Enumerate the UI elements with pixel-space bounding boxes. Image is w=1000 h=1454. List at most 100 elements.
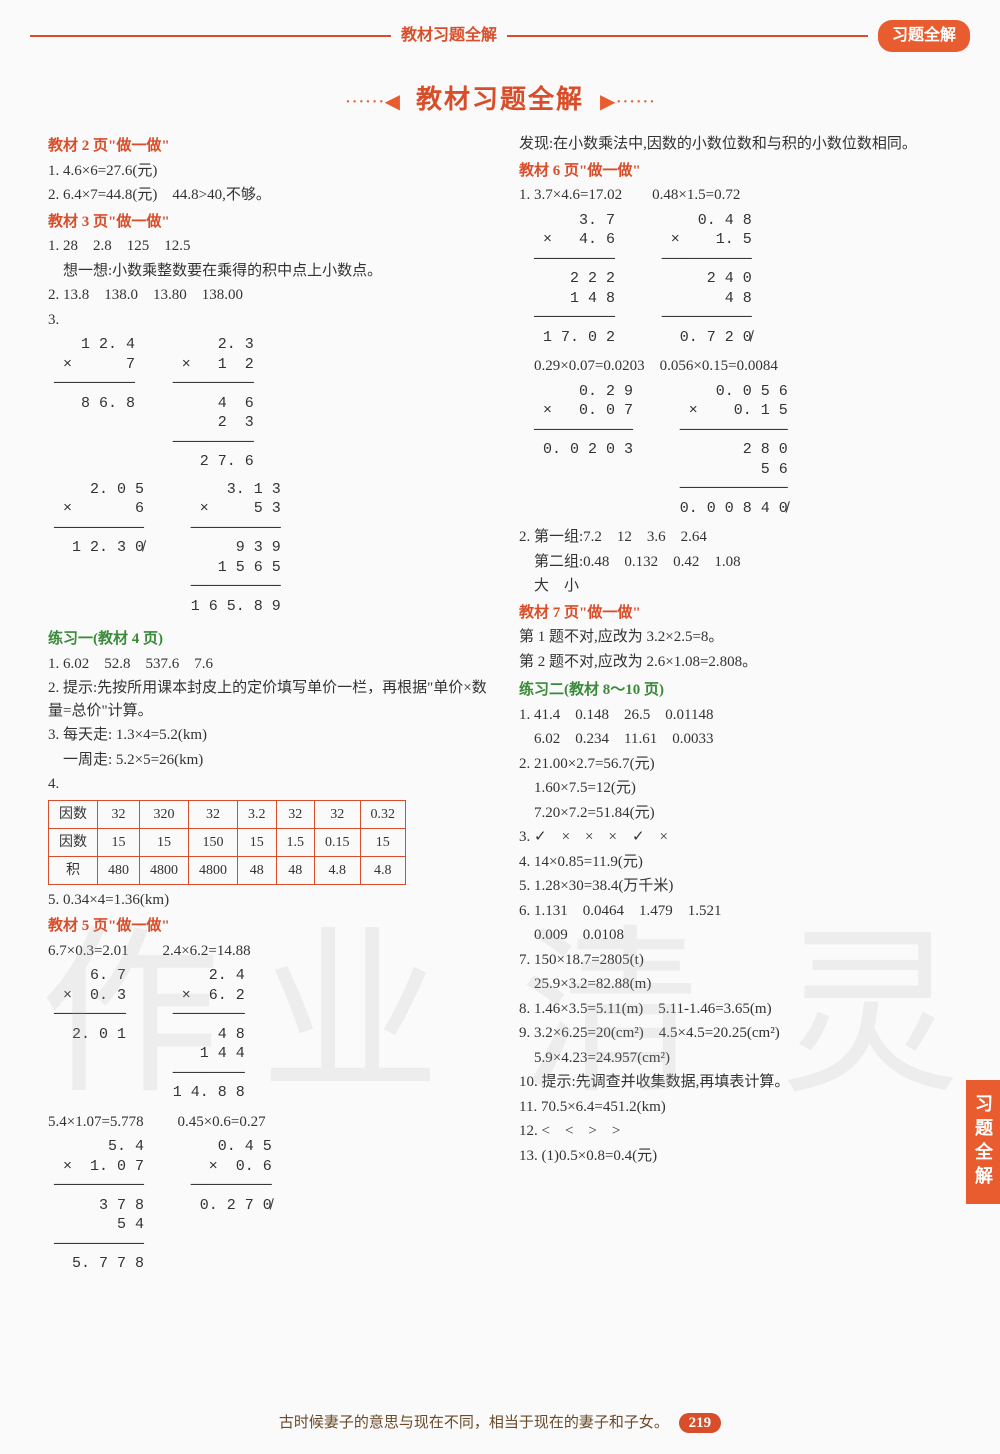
calc-row: 0. 2 9 × 0. 0 7 ─────────── 0. 0 2 0 3 0… <box>519 380 962 525</box>
text-line: 0.29×0.07=0.0203 0.056×0.15=0.0084 <box>519 355 962 378</box>
sec-head: 教材 2 页"做一做" <box>48 135 491 158</box>
sec-head: 教材 5 页"做一做" <box>48 915 491 938</box>
text-line: 1. 6.02 52.8 537.6 7.6 <box>48 653 491 676</box>
table-cell: 15 <box>98 828 140 856</box>
header-rule-left <box>30 35 391 37</box>
table-cell: 0.32 <box>360 800 406 828</box>
vertical-calc: 0. 0 5 6 × 0. 1 5 ──────────── 2 8 0 5 6… <box>671 382 788 519</box>
table-head: 因数 <box>49 828 98 856</box>
table-cell: 4.8 <box>315 856 361 884</box>
title-arrow-left: ······◀ <box>345 91 400 113</box>
sec-head: 教材 7 页"做一做" <box>519 602 962 625</box>
table-cell: 3.2 <box>238 800 277 828</box>
eq: 6.7×0.3=2.01 <box>48 943 129 959</box>
table-cell: 0.15 <box>315 828 361 856</box>
text-line: 想一想:小数乘整数要在乘得的积中点上小数点。 <box>48 260 491 283</box>
sec-head: 教材 3 页"做一做" <box>48 211 491 234</box>
text-line: 12. < < > > <box>519 1120 962 1143</box>
table-cell: 32 <box>315 800 361 828</box>
table-cell: 32 <box>189 800 238 828</box>
page-number: 219 <box>679 1413 722 1433</box>
page-footer: 古时候妻子的意思与现在不同，相当于现在的妻子和子女。 219 <box>0 1412 1000 1435</box>
text-line: 25.9×3.2=82.88(m) <box>519 973 962 996</box>
text-line: 1. 28 2.8 125 12.5 <box>48 235 491 258</box>
table-cell: 48 <box>276 856 315 884</box>
text-line: 发现:在小数乘法中,因数的小数位数和与积的小数位数相同。 <box>519 133 962 156</box>
sec-head-green: 练习一(教材 4 页) <box>48 628 491 651</box>
vertical-calc: 2. 3 × 1 2 ───────── 4 6 2 3 ───────── 2… <box>173 335 254 472</box>
table-cell: 15 <box>238 828 277 856</box>
footer-text: 古时候妻子的意思与现在不同，相当于现在的妻子和子女。 <box>279 1415 669 1431</box>
table-row: 因数 15 15 150 15 1.5 0.15 15 <box>49 828 406 856</box>
text-line: 第二组:0.48 0.132 0.42 1.08 <box>519 551 962 574</box>
vertical-calc: 2. 0 5 × 6 ────────── 1 2. 3 0̸ <box>54 480 144 558</box>
text-line: 2. 6.4×7=44.8(元) 44.8>40,不够。 <box>48 184 491 207</box>
header-rule-right <box>507 35 868 37</box>
text-line: 5. 0.34×4=1.36(km) <box>48 889 491 912</box>
sec-head: 教材 6 页"做一做" <box>519 160 962 183</box>
vertical-calc: 3. 1 3 × 5 3 ────────── 9 3 9 1 5 6 5 ──… <box>182 480 281 617</box>
text-line: 4. <box>48 773 491 796</box>
vertical-calc: 0. 4 5 × 0. 6 ───────── 0. 2 7 0̸ <box>182 1137 272 1215</box>
right-column: 发现:在小数乘法中,因数的小数位数和与积的小数位数相同。 教材 6 页"做一做"… <box>519 131 962 1280</box>
text-line: 4. 14×0.85=11.9(元) <box>519 851 962 874</box>
text-line: 1. 41.4 0.148 26.5 0.01148 <box>519 704 962 727</box>
table-cell: 32 <box>276 800 315 828</box>
calc-row: 5. 4 × 1. 0 7 ────────── 3 7 8 5 4 ─────… <box>48 1135 491 1280</box>
side-tab: 习题全解 <box>966 1080 1000 1204</box>
calc-row: 3. 7 × 4. 6 ───────── 2 2 2 1 4 8 ──────… <box>519 209 962 354</box>
text-line: 大 小 <box>519 575 962 598</box>
text-line: 3. ✓ × × × ✓ × <box>519 826 962 849</box>
text-line: 7.20×7.2=51.84(元) <box>519 802 962 825</box>
text-line: 5.9×4.23=24.957(cm²) <box>519 1047 962 1070</box>
text-line: 8. 1.46×3.5=5.11(m) 5.11-1.46=3.65(m) <box>519 998 962 1021</box>
sec-head-green: 练习二(教材 8～10 页) <box>519 679 962 702</box>
table-cell: 48 <box>238 856 277 884</box>
eq: 2.4×6.2=14.88 <box>162 943 250 959</box>
vertical-calc: 6. 7 × 0. 3 ──────── 2. 0 1 <box>54 966 126 1044</box>
table-cell: 320 <box>140 800 189 828</box>
vertical-calc: 2. 4 × 6. 2 ──────── 4 8 1 4 4 ──────── … <box>164 966 245 1103</box>
text-line: 9. 3.2×6.25=20(cm²) 4.5×4.5=20.25(cm²) <box>519 1022 962 1045</box>
text-line: 7. 150×18.7=2805(t) <box>519 949 962 972</box>
text-line: 6. 1.131 0.0464 1.479 1.521 <box>519 900 962 923</box>
vertical-calc: 0. 4 8 × 1. 5 ────────── 2 4 0 4 8 ─────… <box>653 211 752 348</box>
page-title: 教材习题全解 <box>404 85 596 114</box>
text-line: 3. <box>48 309 491 332</box>
text-line: 1. 4.6×6=27.6(元) <box>48 160 491 183</box>
text-line: 11. 70.5×6.4=451.2(km) <box>519 1096 962 1119</box>
text-line: 5.4×1.07=5.778 0.45×0.6=0.27 <box>48 1111 491 1134</box>
text-line: 2. 21.00×2.7=56.7(元) <box>519 753 962 776</box>
text-line: 第 2 题不对,应改为 2.6×1.08=2.808。 <box>519 651 962 674</box>
table-cell: 32 <box>98 800 140 828</box>
table-row: 因数 32 320 32 3.2 32 32 0.32 <box>49 800 406 828</box>
table-cell: 1.5 <box>276 828 315 856</box>
text-line: 5. 1.28×30=38.4(万千米) <box>519 875 962 898</box>
text-line: 2. 13.8 138.0 13.80 138.00 <box>48 284 491 307</box>
table-cell: 4800 <box>189 856 238 884</box>
table-cell: 480 <box>98 856 140 884</box>
table-head: 积 <box>49 856 98 884</box>
text-line: 10. 提示:先调查并收集数据,再填表计算。 <box>519 1071 962 1094</box>
left-column: 教材 2 页"做一做" 1. 4.6×6=27.6(元) 2. 6.4×7=44… <box>48 131 491 1280</box>
vertical-calc: 1 2. 4 × 7 ───────── 8 6. 8 <box>54 335 135 413</box>
table-head: 因数 <box>49 800 98 828</box>
table-cell: 4.8 <box>360 856 406 884</box>
text-line: 6.02 0.234 11.61 0.0033 <box>519 728 962 751</box>
table-cell: 15 <box>360 828 406 856</box>
title-arrow-right: ▶······ <box>600 91 655 113</box>
text-line: 13. (1)0.5×0.8=0.4(元) <box>519 1145 962 1168</box>
header-bar: 教材习题全解 习题全解 <box>0 0 1000 62</box>
text-line: 6.7×0.3=2.01 2.4×6.2=14.88 <box>48 940 491 963</box>
eq: 5.4×1.07=5.778 <box>48 1114 144 1130</box>
header-center-label: 教材习题全解 <box>391 24 507 48</box>
calc-row: 2. 0 5 × 6 ────────── 1 2. 3 0̸ 3. 1 3 ×… <box>48 478 491 623</box>
calc-row: 6. 7 × 0. 3 ──────── 2. 0 1 2. 4 × 6. 2 … <box>48 964 491 1109</box>
calc-row: 1 2. 4 × 7 ───────── 8 6. 8 2. 3 × 1 2 ─… <box>48 333 491 478</box>
text-line: 0.009 0.0108 <box>519 924 962 947</box>
text-line: 第 1 题不对,应改为 3.2×2.5=8。 <box>519 626 962 649</box>
table-row: 积 480 4800 4800 48 48 4.8 4.8 <box>49 856 406 884</box>
vertical-calc: 3. 7 × 4. 6 ───────── 2 2 2 1 4 8 ──────… <box>525 211 615 348</box>
vertical-calc: 5. 4 × 1. 0 7 ────────── 3 7 8 5 4 ─────… <box>54 1137 144 1274</box>
factors-table: 因数 32 320 32 3.2 32 32 0.32 因数 15 15 150… <box>48 800 406 885</box>
